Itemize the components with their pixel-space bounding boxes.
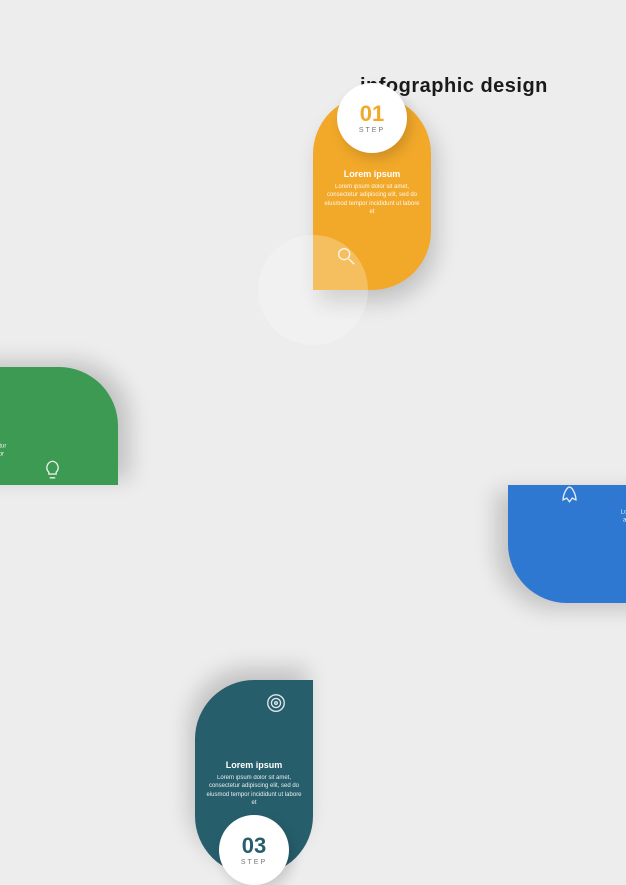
step-text-3: Lorem ipsum Lorem ipsum dolor sit amet, … xyxy=(204,760,304,808)
magnifier-icon xyxy=(335,245,357,272)
target-icon xyxy=(265,692,287,719)
step-badge-3: 03 STEP xyxy=(219,815,289,885)
step-heading: Lorem ipsum xyxy=(617,495,626,505)
step-heading: Lorem ipsum xyxy=(322,169,422,179)
step-text-2: Lorem ipsum Lorem ipsum dolor sit amet, … xyxy=(0,429,11,468)
step-number: 03 xyxy=(242,835,266,857)
petal-step-2: 02 STEP Lorem ipsum Lorem ipsum dolor si… xyxy=(0,367,118,485)
petal-step-1: 01 STEP Lorem ipsum Lorem ipsum dolor si… xyxy=(313,95,431,290)
rocket-icon xyxy=(559,483,581,510)
step-number: 01 xyxy=(360,103,384,125)
step-heading: Lorem ipsum xyxy=(0,429,11,439)
step-body: Lorem ipsum dolor sit amet, consectetur … xyxy=(322,183,422,217)
step-heading: Lorem ipsum xyxy=(204,760,304,770)
step-text-4: Lorem ipsum Lorem ipsum dolor sit amet, … xyxy=(617,495,626,534)
step-body: Lorem ipsum dolor sit amet, consectetur … xyxy=(204,774,304,808)
step-body: Lorem ipsum dolor sit amet, consectetur … xyxy=(0,443,11,468)
step-label: STEP xyxy=(241,859,267,866)
petal-step-4: 04 STEP Lorem ipsum Lorem ipsum dolor si… xyxy=(508,485,626,603)
lightbulb-icon xyxy=(42,459,64,486)
step-label: STEP xyxy=(359,127,385,134)
step-body: Lorem ipsum dolor sit amet, consectetur … xyxy=(617,509,626,534)
petal-step-3: 03 STEP Lorem ipsum Lorem ipsum dolor si… xyxy=(195,680,313,875)
step-text-1: Lorem ipsum Lorem ipsum dolor sit amet, … xyxy=(322,169,422,217)
step-badge-1: 01 STEP xyxy=(337,83,407,153)
